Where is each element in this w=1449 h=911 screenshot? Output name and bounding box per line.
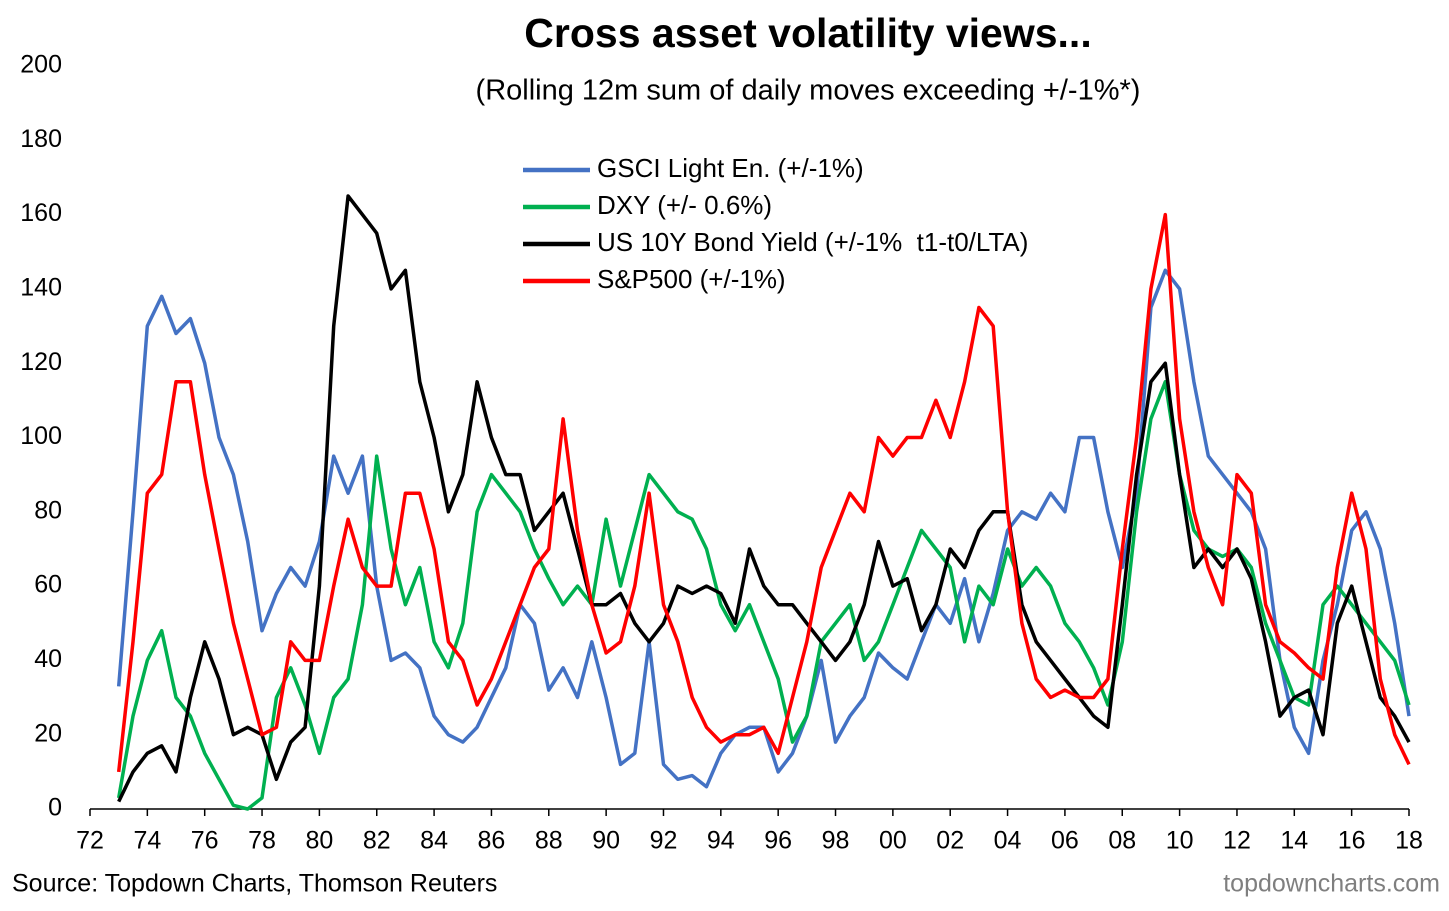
x-tick-label: 82 (363, 827, 391, 855)
y-tick-label: 120 (20, 348, 62, 376)
x-tick-label: 76 (191, 827, 219, 855)
x-tick-label: 94 (707, 827, 735, 855)
series-line (116, 212, 1411, 773)
y-tick-label: 0 (48, 794, 62, 822)
y-tick-label: 80 (34, 496, 62, 524)
chart-title: Cross asset volatility views... (524, 10, 1091, 56)
x-tick-label: 08 (1108, 827, 1136, 855)
x-tick-label: 16 (1338, 827, 1366, 855)
legend-label: US 10Y Bond Yield (+/-1% t1-t0/LTA) (597, 227, 1028, 257)
y-tick-label: 40 (34, 645, 62, 673)
x-tick-label: 84 (420, 827, 448, 855)
y-tick-label: 200 (20, 51, 62, 79)
legend-label: DXY (+/- 0.6%) (597, 190, 772, 220)
x-tick-label: 88 (535, 827, 563, 855)
chart-subtitle: (Rolling 12m sum of daily moves exceedin… (476, 75, 1141, 107)
x-tick-label: 18 (1395, 827, 1423, 855)
y-tick-label: 100 (20, 422, 62, 450)
legend-label: GSCI Light En. (+/-1%) (597, 153, 864, 183)
series-line (117, 194, 1411, 803)
series-line (116, 268, 1411, 789)
y-tick-label: 60 (34, 571, 62, 599)
y-tick-label: 160 (20, 199, 62, 227)
x-tick-label: 10 (1166, 827, 1194, 855)
x-tick-label: 12 (1223, 827, 1251, 855)
watermark: topdowncharts.com (1223, 870, 1440, 898)
x-tick-label: 74 (133, 827, 161, 855)
y-tick-label: 140 (20, 274, 62, 302)
x-tick-label: 78 (248, 827, 276, 855)
series-line (116, 380, 1411, 811)
x-tick-label: 06 (1051, 827, 1079, 855)
y-tick-label: 180 (20, 125, 62, 153)
legend-label: S&P500 (+/-1%) (597, 264, 786, 294)
source-note: Source: Topdown Charts, Thomson Reuters (12, 870, 497, 898)
x-tick-label: 80 (305, 827, 333, 855)
x-tick-label: 14 (1280, 827, 1308, 855)
x-tick-label: 86 (478, 827, 506, 855)
x-tick-label: 98 (822, 827, 850, 855)
x-tick-label: 00 (879, 827, 907, 855)
x-tick-label: 96 (764, 827, 792, 855)
x-tick-label: 90 (592, 827, 620, 855)
x-tick-label: 02 (936, 827, 964, 855)
x-tick-label: 04 (994, 827, 1022, 855)
x-tick-label: 72 (76, 827, 104, 855)
y-tick-label: 20 (34, 719, 62, 747)
x-tick-label: 92 (650, 827, 678, 855)
